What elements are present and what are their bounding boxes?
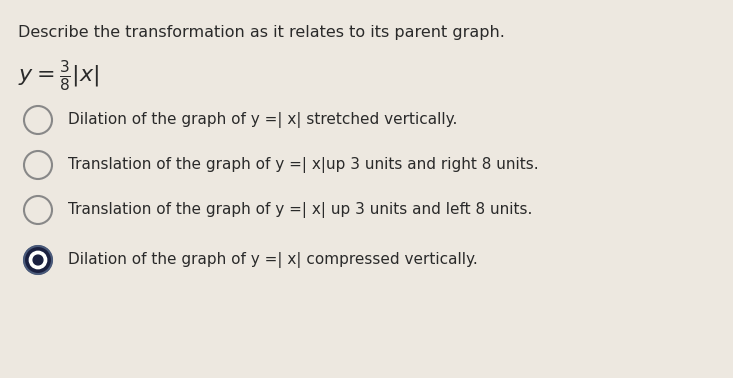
Text: Translation of the graph of y =| x|up 3 units and right 8 units.: Translation of the graph of y =| x|up 3 … [68, 157, 539, 173]
Text: Describe the transformation as it relates to its parent graph.: Describe the transformation as it relate… [18, 25, 505, 40]
Text: Dilation of the graph of y =| x| compressed vertically.: Dilation of the graph of y =| x| compres… [68, 252, 478, 268]
Text: Translation of the graph of y =| x| up 3 units and left 8 units.: Translation of the graph of y =| x| up 3… [68, 202, 532, 218]
Circle shape [24, 246, 52, 274]
Circle shape [29, 251, 47, 269]
Text: $y = \frac{3}{8}|x|$: $y = \frac{3}{8}|x|$ [18, 59, 99, 93]
Text: Dilation of the graph of y =| x| stretched vertically.: Dilation of the graph of y =| x| stretch… [68, 112, 457, 128]
Circle shape [33, 255, 43, 265]
